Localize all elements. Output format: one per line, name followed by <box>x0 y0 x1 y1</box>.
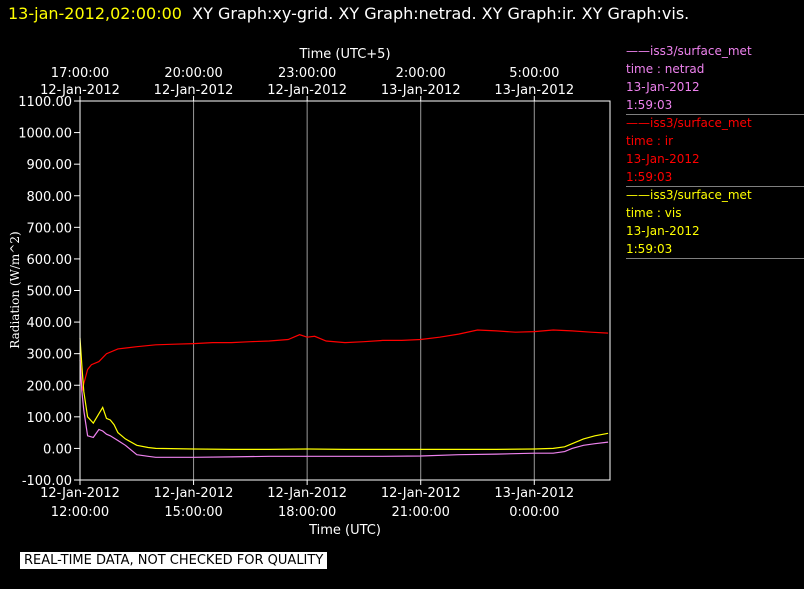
x-tick-time-label: 0:00:00 <box>509 505 559 520</box>
timestamp-label: 13-jan-2012,02:00:00 <box>8 4 182 23</box>
legend-vis-date: 13-Jan-2012 <box>626 224 700 238</box>
x-tick-date-label: 12-Jan-2012 <box>40 486 120 501</box>
legend-netrad-source: ——iss3/surface_met <box>626 44 752 58</box>
graph-titles: XY Graph:xy-grid. XY Graph:netrad. XY Gr… <box>192 4 690 23</box>
x2-tick-time-label: 23:00:00 <box>278 66 336 81</box>
x-tick-date-label: 12-Jan-2012 <box>154 486 234 501</box>
series-line-vis <box>79 337 609 450</box>
x2-tick-time-label: 2:00:00 <box>396 66 446 81</box>
quality-warning-banner: REAL-TIME DATA, NOT CHECKED FOR QUALITY <box>20 552 328 569</box>
x-tick-date-label: 13-Jan-2012 <box>494 486 574 501</box>
x2-axis-label: Time (UTC+5) <box>298 47 390 62</box>
x2-tick-date-label: 13-Jan-2012 <box>381 83 461 98</box>
y-tick-label: 900.00 <box>27 158 73 173</box>
x-tick-time-label: 21:00:00 <box>392 505 450 520</box>
x-axis-label: Time (UTC) <box>308 523 381 538</box>
legend-vis-time: 1:59:03 <box>626 240 804 259</box>
y-axis-label: Radiation (W/m^2) <box>8 231 22 348</box>
legend-ir-source: ——iss3/surface_met <box>626 116 752 130</box>
legend-ir-time: 1:59:03 <box>626 168 804 187</box>
y-tick-label: 300.00 <box>27 348 73 363</box>
y-tick-label: 1100.00 <box>18 95 72 110</box>
x2-tick-date-label: 12-Jan-2012 <box>40 83 120 98</box>
y-tick-label: 100.00 <box>27 411 73 426</box>
x2-tick-date-label: 13-Jan-2012 <box>494 83 574 98</box>
legend-netrad: ——iss3/surface_met time : netrad 13-Jan-… <box>626 42 804 115</box>
x-tick-time-label: 15:00:00 <box>164 505 222 520</box>
x-tick-date-label: 12-Jan-2012 <box>381 486 461 501</box>
y-tick-label: 200.00 <box>27 379 73 394</box>
y-tick-label: 500.00 <box>27 285 73 300</box>
legend-ir-variable: time : ir <box>626 134 674 148</box>
x-tick-time-label: 12:00:00 <box>51 505 109 520</box>
series-line-ir <box>79 329 609 392</box>
x2-tick-time-label: 5:00:00 <box>509 66 559 81</box>
header: 13-jan-2012,02:00:00 XY Graph:xy-grid. X… <box>8 4 689 23</box>
legend-netrad-variable: time : netrad <box>626 62 705 76</box>
plot-frame <box>79 100 611 481</box>
legend-vis-variable: time : vis <box>626 206 682 220</box>
series-line-netrad <box>79 359 609 458</box>
legend-vis-source: ——iss3/surface_met <box>626 188 752 202</box>
y-tick-label: 700.00 <box>27 221 73 236</box>
legend-netrad-time: 1:59:03 <box>626 96 804 115</box>
legend-vis: ——iss3/surface_met time : vis 13-Jan-201… <box>626 186 804 259</box>
x2-tick-time-label: 17:00:00 <box>51 66 109 81</box>
legend-ir-date: 13-Jan-2012 <box>626 152 700 166</box>
legend-netrad-date: 13-Jan-2012 <box>626 80 700 94</box>
y-tick-label: 800.00 <box>27 190 73 205</box>
y-tick-label: 600.00 <box>27 253 73 268</box>
x-tick-date-label: 12-Jan-2012 <box>267 486 347 501</box>
y-tick-label: 400.00 <box>27 316 73 331</box>
x2-tick-time-label: 20:00:00 <box>164 66 222 81</box>
x-tick-time-label: 18:00:00 <box>278 505 336 520</box>
y-tick-label: 0.00 <box>43 442 72 457</box>
y-tick-label: -100.00 <box>22 474 72 489</box>
legend-ir: ——iss3/surface_met time : ir 13-Jan-2012… <box>626 114 804 187</box>
y-tick-label: 1000.00 <box>18 127 72 142</box>
x2-tick-date-label: 12-Jan-2012 <box>154 83 234 98</box>
x2-tick-date-label: 12-Jan-2012 <box>267 83 347 98</box>
